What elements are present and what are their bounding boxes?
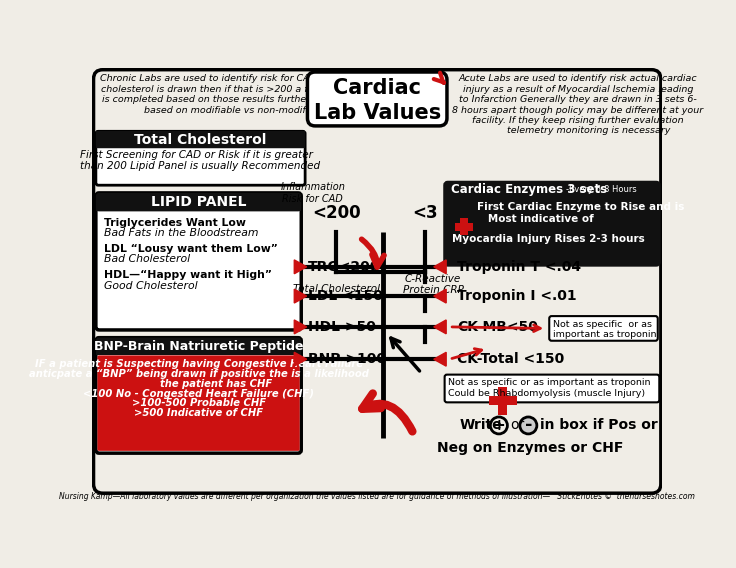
Text: Triglycerides Want Low: Triglycerides Want Low — [104, 218, 246, 228]
Text: the patient has CHF: the patient has CHF — [125, 379, 272, 389]
FancyBboxPatch shape — [96, 337, 301, 453]
Bar — [96, 131, 305, 148]
Circle shape — [490, 417, 507, 434]
Polygon shape — [294, 260, 307, 274]
Bar — [96, 346, 301, 354]
Text: HDL—“Happy want it High”: HDL—“Happy want it High” — [104, 270, 272, 280]
Text: <3: <3 — [412, 204, 438, 222]
Bar — [498, 387, 507, 415]
Text: LDL “Lousy want them Low”: LDL “Lousy want them Low” — [104, 244, 277, 254]
Text: <100 No - Congested Heart Failure (CHF): <100 No - Congested Heart Failure (CHF) — [83, 389, 314, 399]
Text: Most indicative of: Most indicative of — [477, 215, 594, 224]
FancyBboxPatch shape — [96, 131, 305, 148]
Text: >100-500 Probable CHF: >100-500 Probable CHF — [132, 399, 266, 408]
Text: LDL <150: LDL <150 — [308, 289, 383, 303]
Text: Myocardia Injury Rises 2-3 hours: Myocardia Injury Rises 2-3 hours — [453, 235, 645, 244]
Text: Total Cholesterol: Total Cholesterol — [134, 133, 266, 147]
Polygon shape — [294, 320, 307, 334]
FancyBboxPatch shape — [445, 182, 659, 265]
Text: BNP >100: BNP >100 — [308, 352, 386, 366]
Text: HDL >50: HDL >50 — [308, 320, 376, 334]
Circle shape — [520, 417, 537, 434]
Polygon shape — [434, 260, 446, 274]
Text: Bad Cholesterol: Bad Cholesterol — [104, 254, 190, 265]
Text: C-Reactive
Protein CRP: C-Reactive Protein CRP — [403, 274, 464, 295]
Text: TRG<200: TRG<200 — [308, 260, 381, 274]
FancyBboxPatch shape — [96, 131, 305, 185]
Text: Acute Labs are used to identify risk actual cardiac
injury as a result of Myocar: Acute Labs are used to identify risk act… — [453, 74, 704, 135]
Text: Bad Fats in the Bloodstream: Bad Fats in the Bloodstream — [104, 228, 258, 239]
Polygon shape — [434, 320, 446, 334]
Text: First Cardiac Enzyme to Rise and is: First Cardiac Enzyme to Rise and is — [477, 202, 684, 212]
Text: Cardiac
Lab Values: Cardiac Lab Values — [314, 78, 441, 123]
FancyBboxPatch shape — [96, 193, 301, 330]
Text: Total Cholesterol: Total Cholesterol — [293, 284, 380, 294]
Bar — [489, 396, 517, 406]
FancyBboxPatch shape — [96, 337, 301, 354]
Bar — [460, 218, 468, 235]
Bar — [456, 223, 473, 231]
Text: Good Cholesterol: Good Cholesterol — [104, 281, 197, 291]
Text: CK-Total <150: CK-Total <150 — [457, 352, 565, 366]
Text: CK-MB<50: CK-MB<50 — [457, 320, 538, 334]
Text: Nursing Kamp—All laboratory values are different per organization the values lis: Nursing Kamp—All laboratory values are d… — [60, 492, 695, 501]
Text: <200: <200 — [312, 204, 361, 222]
Text: BNP-Brain Natriuretic Peptide: BNP-Brain Natriuretic Peptide — [93, 340, 303, 353]
Polygon shape — [294, 289, 307, 303]
FancyBboxPatch shape — [96, 193, 301, 211]
Polygon shape — [434, 289, 446, 303]
FancyBboxPatch shape — [308, 72, 447, 126]
FancyBboxPatch shape — [445, 375, 659, 402]
Text: in box if Pos or: in box if Pos or — [540, 419, 658, 432]
Text: +: + — [492, 418, 505, 433]
Polygon shape — [434, 352, 446, 366]
Text: Chronic Labs are used to identify risk for CAD- initially a total
cholesterol is: Chronic Labs are used to identify risk f… — [100, 74, 392, 115]
Text: Cardiac Enzymes 3 sets: Cardiac Enzymes 3 sets — [451, 182, 607, 195]
Bar — [96, 202, 301, 211]
FancyBboxPatch shape — [93, 70, 661, 493]
Text: Not as specific  or as
important as troponin: Not as specific or as important as tropo… — [553, 320, 657, 339]
Text: Troponin T <.04: Troponin T <.04 — [457, 260, 581, 274]
FancyBboxPatch shape — [97, 356, 300, 451]
Text: >500 Indicative of CHF: >500 Indicative of CHF — [134, 408, 263, 417]
Text: -Every 6-8 Hours: -Every 6-8 Hours — [565, 185, 637, 194]
Text: or: or — [511, 419, 525, 432]
Text: -: - — [525, 416, 532, 435]
Text: Write: Write — [459, 419, 502, 432]
Polygon shape — [294, 352, 307, 366]
Text: Neg on Enzymes or CHF: Neg on Enzymes or CHF — [436, 441, 623, 455]
Text: anticpate a “BNP” being drawn if positive the is a likelihood: anticpate a “BNP” being drawn if positiv… — [29, 369, 369, 379]
Text: First Screening for CAD or Risk if it is greater
than 200 Lipid Panel is usually: First Screening for CAD or Risk if it is… — [80, 150, 321, 172]
Text: Not as specific or as important as troponin
Could be Rhabdomyolysis (muscle Inju: Not as specific or as important as tropo… — [448, 378, 651, 398]
Text: IF a patient is Suspecting having Congestive Heart Failure: IF a patient is Suspecting having Conges… — [35, 359, 363, 369]
Text: Inflammation
Risk for CAD: Inflammation Risk for CAD — [280, 182, 345, 204]
Text: LIPID PANEL: LIPID PANEL — [151, 195, 247, 209]
FancyBboxPatch shape — [549, 316, 658, 341]
Text: Troponin I <.01: Troponin I <.01 — [457, 289, 576, 303]
